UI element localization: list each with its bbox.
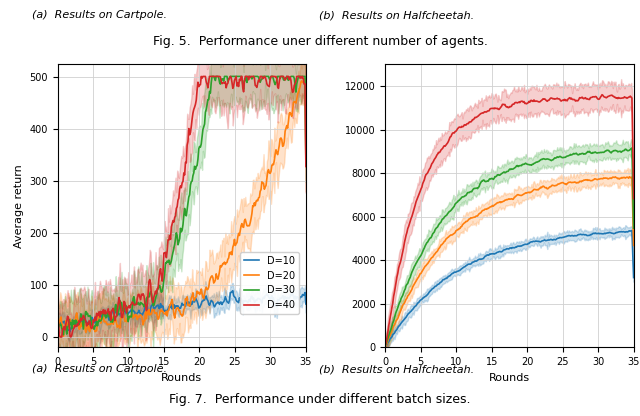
- D=30: [280, 78, 288, 83]
- D=20: [630, 243, 637, 248]
- D=20: [382, 343, 390, 348]
- D=40: [591, 94, 598, 99]
- D=10: [529, 239, 537, 244]
- Line: D=20: D=20: [385, 177, 634, 347]
- D=40: [56, 334, 64, 339]
- D=20: [202, 285, 210, 290]
- D=30: [54, 329, 61, 334]
- D=20: [626, 174, 634, 179]
- D=40: [265, 84, 273, 89]
- D=40: [207, 74, 215, 79]
- D=30: [591, 150, 598, 155]
- D=30: [382, 341, 390, 346]
- D=20: [54, 328, 61, 333]
- D=20: [54, 322, 62, 327]
- D=20: [302, 161, 310, 166]
- D=30: [533, 160, 541, 165]
- D=40: [381, 342, 389, 347]
- D=20: [529, 188, 537, 193]
- D=40: [529, 99, 536, 104]
- D=10: [630, 275, 637, 280]
- D=10: [302, 302, 310, 307]
- D=20: [202, 287, 209, 292]
- D=40: [54, 320, 62, 325]
- D=20: [607, 176, 614, 181]
- D=40: [204, 82, 211, 87]
- Text: Fig. 5.  Performance uner different number of agents.: Fig. 5. Performance uner different numbe…: [152, 35, 488, 48]
- Text: (b)  Results on Halfcheetah.: (b) Results on Halfcheetah.: [319, 10, 474, 20]
- D=20: [529, 188, 536, 193]
- Line: D=40: D=40: [58, 77, 306, 337]
- D=10: [628, 228, 636, 233]
- D=10: [280, 297, 288, 302]
- Line: D=30: D=30: [385, 148, 634, 345]
- D=40: [280, 76, 288, 81]
- D=40: [382, 339, 390, 344]
- D=30: [529, 162, 537, 167]
- Line: D=10: D=10: [385, 230, 634, 347]
- Line: D=20: D=20: [58, 79, 306, 336]
- D=30: [630, 225, 637, 230]
- Text: (b)  Results on Halfcheetah.: (b) Results on Halfcheetah.: [319, 364, 474, 374]
- D=30: [381, 343, 389, 348]
- Line: D=40: D=40: [385, 95, 634, 345]
- D=10: [529, 239, 536, 244]
- D=40: [533, 99, 541, 104]
- D=40: [202, 79, 210, 84]
- D=40: [197, 74, 205, 79]
- Text: (a)  Results on Cartpole.: (a) Results on Cartpole.: [32, 364, 166, 374]
- D=10: [54, 325, 62, 330]
- D=10: [66, 329, 74, 334]
- D=20: [301, 76, 309, 81]
- D=10: [591, 231, 598, 236]
- D=30: [302, 156, 310, 161]
- Text: (a)  Results on Cartpole.: (a) Results on Cartpole.: [32, 10, 166, 20]
- D=30: [529, 162, 536, 167]
- D=20: [207, 276, 214, 281]
- Line: D=30: D=30: [58, 77, 306, 335]
- D=30: [207, 91, 214, 96]
- D=40: [607, 93, 615, 98]
- D=10: [202, 294, 210, 299]
- D=40: [630, 196, 637, 201]
- D=30: [54, 324, 62, 329]
- D=30: [265, 74, 273, 79]
- X-axis label: Rounds: Rounds: [489, 373, 530, 383]
- D=20: [381, 344, 389, 349]
- Text: Fig. 7.  Performance under different batch sizes.: Fig. 7. Performance under different batc…: [169, 393, 471, 406]
- Legend: D=10, D=20, D=30, D=40: D=10, D=20, D=30, D=40: [240, 252, 298, 314]
- D=40: [598, 92, 606, 97]
- D=30: [60, 332, 67, 337]
- D=10: [265, 294, 273, 299]
- D=30: [202, 107, 210, 112]
- D=30: [202, 110, 209, 115]
- X-axis label: Rounds: Rounds: [161, 373, 202, 383]
- D=40: [302, 164, 310, 169]
- D=10: [382, 344, 390, 349]
- D=10: [381, 344, 389, 349]
- D=10: [607, 230, 614, 235]
- D=10: [229, 288, 237, 293]
- D=20: [60, 334, 67, 339]
- D=30: [628, 146, 636, 151]
- Y-axis label: Average return: Average return: [14, 164, 24, 248]
- D=30: [208, 74, 216, 79]
- D=30: [607, 150, 614, 155]
- D=10: [207, 300, 214, 305]
- D=20: [280, 143, 287, 148]
- Line: D=10: D=10: [58, 291, 306, 332]
- D=20: [591, 176, 598, 181]
- D=40: [529, 99, 537, 104]
- D=10: [54, 329, 61, 334]
- D=10: [533, 239, 541, 244]
- D=40: [54, 321, 61, 326]
- D=10: [202, 295, 209, 300]
- D=20: [264, 169, 271, 174]
- D=20: [533, 187, 541, 192]
